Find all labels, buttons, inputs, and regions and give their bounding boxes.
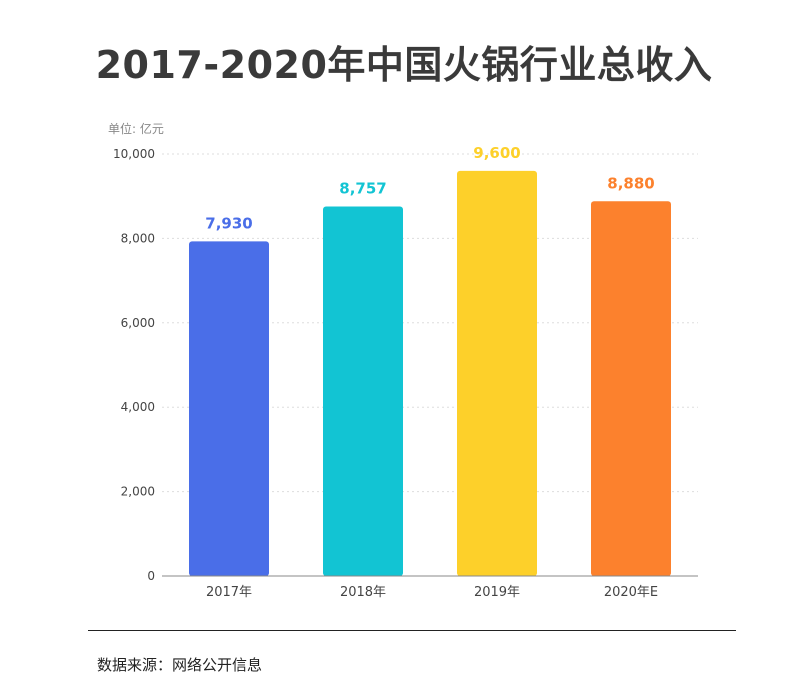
x-tick-label: 2018年 — [340, 585, 386, 600]
y-tick-label: 10,000 — [113, 147, 155, 161]
unit-label: 单位: 亿元 — [108, 121, 164, 136]
x-axis-ticks: 2017年 2018年 2019年 2020年E — [206, 585, 658, 600]
x-tick-label: 2017年 — [206, 585, 252, 600]
divider — [88, 630, 736, 631]
bar — [323, 206, 403, 577]
bar — [189, 241, 269, 576]
data-label: 9,600 — [473, 144, 520, 162]
y-tick-label: 0 — [147, 569, 155, 583]
y-axis-ticks: 0 2,000 4,000 6,000 8,000 10,000 — [113, 147, 155, 583]
y-tick-label: 4,000 — [121, 400, 155, 414]
data-label: 8,757 — [339, 179, 386, 197]
x-tick-label: 2020年E — [604, 585, 658, 600]
source-note: 数据来源：网络公开信息 — [97, 656, 263, 674]
x-tick-label: 2019年 — [474, 585, 520, 600]
y-tick-label: 6,000 — [121, 316, 155, 330]
bars: 7,930 8,757 9,600 8,880 — [189, 144, 671, 577]
page-title: 2017-2020年中国火锅行业总收入 — [95, 43, 713, 87]
bar — [457, 170, 537, 576]
data-label: 7,930 — [205, 214, 252, 232]
y-tick-label: 8,000 — [121, 231, 155, 245]
data-label: 8,880 — [607, 174, 654, 192]
y-tick-label: 2,000 — [121, 485, 155, 499]
bar — [591, 201, 671, 576]
